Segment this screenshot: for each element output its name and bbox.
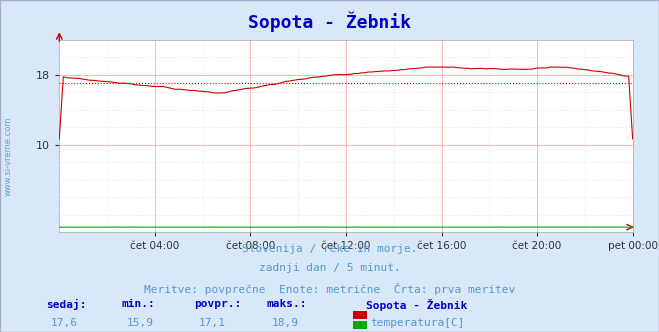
Text: povpr.:: povpr.:: [194, 299, 242, 309]
Text: Slovenija / reke in morje.: Slovenija / reke in morje.: [242, 244, 417, 254]
Text: zadnji dan / 5 minut.: zadnji dan / 5 minut.: [258, 263, 401, 273]
Text: 17,1: 17,1: [199, 318, 226, 328]
Text: sedaj:: sedaj:: [46, 299, 86, 310]
Text: min.:: min.:: [122, 299, 156, 309]
Text: 18,9: 18,9: [272, 318, 299, 328]
Text: Sopota - Žebnik: Sopota - Žebnik: [366, 299, 467, 311]
Text: maks.:: maks.:: [267, 299, 307, 309]
Text: temperatura[C]: temperatura[C]: [370, 318, 465, 328]
Text: 17,6: 17,6: [51, 318, 78, 328]
Text: Meritve: povprečne  Enote: metrične  Črta: prva meritev: Meritve: povprečne Enote: metrične Črta:…: [144, 283, 515, 294]
Text: 15,9: 15,9: [127, 318, 154, 328]
Text: Sopota - Žebnik: Sopota - Žebnik: [248, 12, 411, 32]
Text: www.si-vreme.com: www.si-vreme.com: [3, 116, 13, 196]
